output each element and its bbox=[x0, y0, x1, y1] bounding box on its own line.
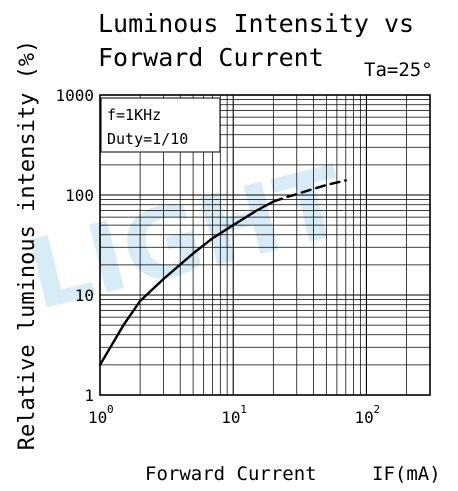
series-line-solid bbox=[98, 200, 275, 367]
series-line-dashed bbox=[272, 179, 347, 203]
plot-frame bbox=[99, 94, 431, 396]
chart-title-line1: Luminous Intensity vs bbox=[98, 9, 414, 38]
legend-line-1: f=1KHz bbox=[107, 106, 161, 124]
y-tick-label: 1000 bbox=[55, 86, 94, 105]
y-axis-label: Relative luminous intensity (%) bbox=[15, 40, 40, 451]
x-tick-label: 10 2 bbox=[354, 403, 380, 427]
legend-box: f=1KHz Duty=1/10 bbox=[100, 97, 221, 153]
x-tick-exponent: 1 bbox=[240, 403, 247, 416]
chart-title-line2: Forward Current bbox=[98, 43, 324, 72]
condition-label: Ta=25° bbox=[364, 59, 433, 81]
y-tick-label: 10 bbox=[75, 286, 94, 305]
y-tick-label: 1 bbox=[84, 386, 94, 405]
x-axis-label: Forward Current bbox=[145, 463, 317, 485]
y-tick-label: 100 bbox=[65, 186, 94, 205]
x-axis-unit: IF(mA) bbox=[372, 463, 441, 485]
legend-line-2: Duty=1/10 bbox=[107, 130, 188, 148]
x-tick-base: 10 bbox=[354, 408, 373, 427]
x-tick-exponent: 0 bbox=[107, 403, 114, 416]
y-tick-labels: 1000 100 10 1 bbox=[55, 86, 94, 405]
x-tick-base: 10 bbox=[221, 408, 240, 427]
x-tick-base: 10 bbox=[88, 408, 107, 427]
x-tick-label: 10 0 bbox=[88, 403, 114, 427]
series-group bbox=[98, 179, 347, 367]
x-tick-labels: 10 0 10 1 10 2 bbox=[88, 403, 380, 427]
x-tick-label: 10 1 bbox=[221, 403, 247, 427]
watermark: LIGHT bbox=[17, 145, 356, 331]
x-tick-exponent: 2 bbox=[373, 403, 380, 416]
